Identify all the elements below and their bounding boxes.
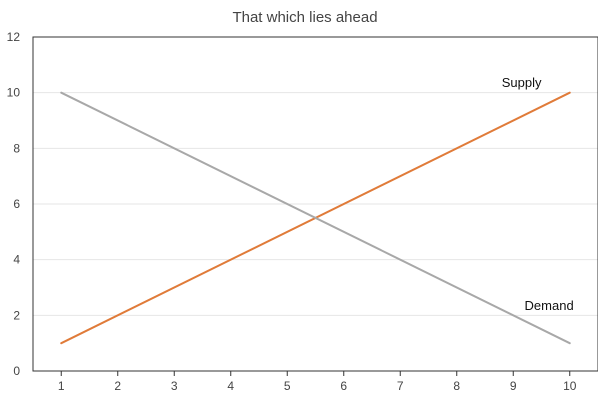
x-tick-label: 10 (563, 379, 577, 393)
chart-title: That which lies ahead (232, 9, 377, 26)
series-label-supply: Supply (502, 75, 542, 90)
series-line-demand (60, 91, 571, 345)
y-tick-label: 10 (7, 86, 21, 100)
x-tick-label: 7 (397, 379, 404, 393)
annotations: Supply Demand (502, 75, 574, 313)
series-label-demand: Demand (525, 298, 574, 313)
x-tick-label: 1 (58, 379, 65, 393)
y-tick-label: 4 (13, 253, 20, 267)
y-tick-label: 8 (13, 141, 20, 155)
y-tick-label: 2 (13, 308, 20, 322)
x-tick-label: 3 (171, 379, 178, 393)
x-tick-label: 8 (453, 379, 460, 393)
x-tick-label: 2 (114, 379, 121, 393)
grid-lines (33, 92, 598, 316)
x-tick-label: 4 (227, 379, 234, 393)
y-tick-label: 12 (7, 30, 21, 44)
series (60, 91, 571, 345)
y-tick-label: 0 (13, 364, 20, 378)
x-tick-label: 5 (284, 379, 291, 393)
x-tick-label: 6 (340, 379, 347, 393)
x-tick-label: 9 (510, 379, 517, 393)
y-tick-label: 6 (13, 197, 20, 211)
